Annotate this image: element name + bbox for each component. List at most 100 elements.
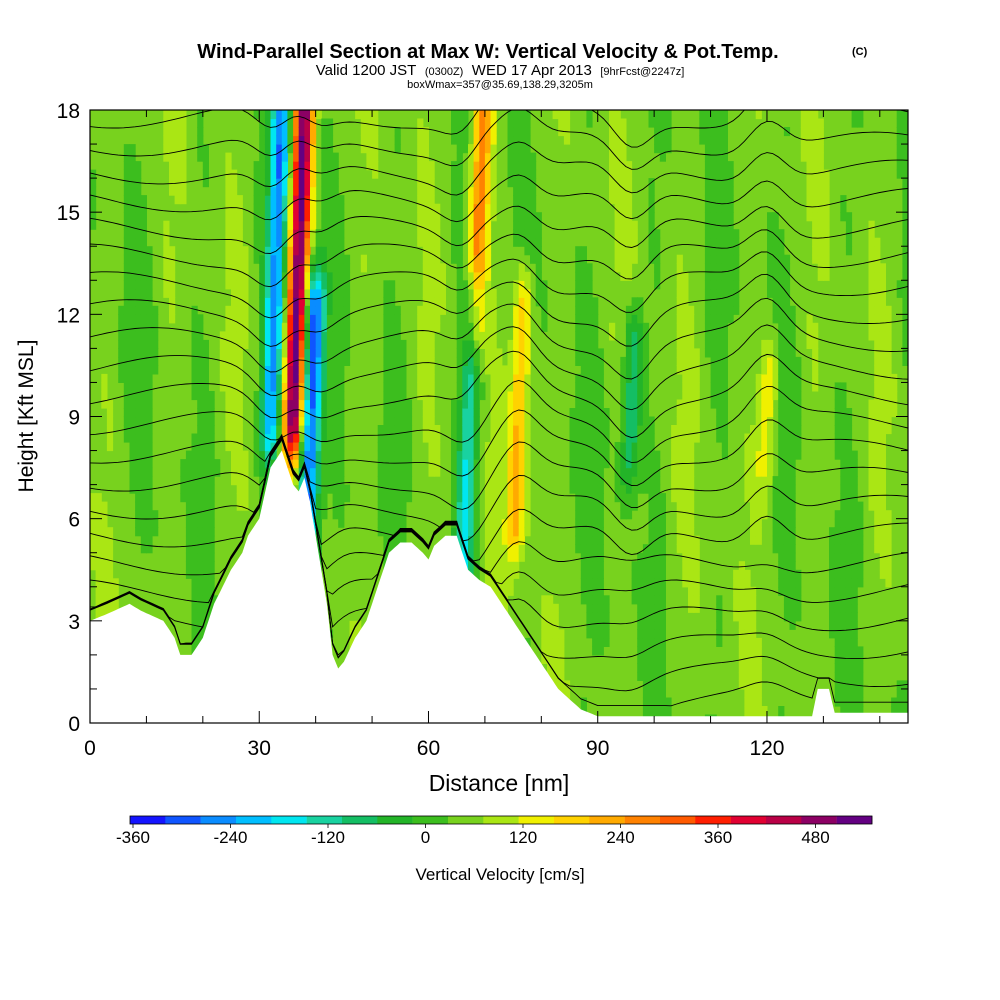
velocity-cell: [891, 706, 898, 716]
velocity-cell: [671, 450, 678, 460]
velocity-cell: [428, 373, 435, 383]
velocity-cell: [338, 297, 345, 307]
velocity-cell: [806, 118, 813, 128]
velocity-cell: [242, 271, 249, 281]
velocity-cell: [281, 416, 288, 426]
velocity-cell: [597, 399, 604, 409]
velocity-cell: [123, 297, 130, 307]
velocity-cell: [270, 280, 277, 290]
velocity-cell: [219, 382, 226, 392]
velocity-cell: [326, 484, 334, 494]
velocity-cell: [845, 544, 853, 554]
isentrope-line: [90, 409, 908, 486]
velocity-cell: [851, 484, 858, 494]
velocity-cell: [394, 442, 401, 452]
velocity-cell: [394, 425, 401, 435]
velocity-cell: [270, 348, 277, 358]
velocity-cell: [845, 220, 853, 230]
velocity-cell: [524, 322, 531, 332]
velocity-cell: [321, 178, 328, 188]
velocity-cell: [558, 118, 565, 128]
velocity-cell: [659, 118, 666, 128]
velocity-cell: [298, 297, 305, 307]
velocity-cell: [95, 510, 102, 520]
velocity-cell: [592, 493, 599, 503]
velocity-cell: [885, 399, 892, 409]
velocity-cell: [501, 476, 508, 486]
velocity-cell: [90, 501, 97, 511]
velocity-cell: [902, 178, 908, 188]
velocity-cell: [321, 288, 328, 298]
velocity-cell: [140, 399, 147, 409]
velocity-cell: [101, 544, 108, 554]
velocity-cell: [755, 671, 762, 681]
velocity-cell: [845, 680, 853, 690]
velocity-cell: [783, 356, 791, 366]
velocity-cell: [767, 348, 774, 358]
velocity-cell: [631, 391, 638, 401]
velocity-cell: [174, 186, 181, 196]
velocity-cell: [676, 442, 683, 452]
velocity-cell: [642, 373, 650, 383]
velocity-cell: [874, 425, 881, 435]
velocity-cell: [829, 527, 836, 537]
velocity-cell: [654, 629, 661, 639]
velocity-cell: [95, 595, 102, 605]
colorbar-tick-label: 240: [606, 828, 634, 847]
velocity-cell: [326, 186, 334, 196]
velocity-cell: [231, 373, 238, 383]
velocity-cell: [710, 297, 717, 307]
velocity-cell: [479, 254, 486, 264]
velocity-cell: [586, 280, 593, 290]
velocity-cell: [682, 271, 689, 281]
velocity-cell: [654, 612, 661, 622]
velocity-cell: [902, 135, 908, 145]
velocity-cell: [868, 246, 875, 256]
velocity-cell: [851, 688, 858, 698]
velocity-cell: [524, 152, 531, 162]
velocity-cell: [326, 203, 334, 213]
velocity-cell: [744, 620, 751, 630]
velocity-cell: [332, 450, 339, 460]
velocity-cell: [129, 178, 136, 188]
velocity-cell: [231, 365, 238, 375]
velocity-cell: [293, 169, 300, 179]
velocity-cell: [761, 408, 768, 418]
velocity-cell: [693, 433, 700, 443]
velocity-cell: [140, 288, 147, 298]
velocity-cell: [326, 373, 334, 383]
velocity-cell: [535, 288, 542, 298]
velocity-cell: [270, 322, 277, 332]
velocity-cell: [879, 510, 886, 520]
velocity-cell: [146, 459, 153, 469]
velocity-cell: [704, 178, 712, 188]
velocity-cell: [642, 365, 650, 375]
velocity-cell: [298, 229, 305, 239]
velocity-cell: [394, 416, 401, 426]
velocity-cell: [721, 433, 728, 443]
velocity-cell: [304, 442, 311, 452]
velocity-cell: [518, 501, 525, 511]
velocity-cell: [315, 484, 322, 494]
velocity-cell: [174, 161, 181, 171]
velocity-cell: [202, 450, 209, 460]
velocity-cell: [315, 382, 322, 392]
velocity-cell: [394, 493, 401, 503]
velocity-cell: [253, 161, 260, 171]
velocity-cell: [394, 365, 401, 375]
velocity-cell: [733, 237, 740, 247]
velocity-cell: [473, 373, 480, 383]
velocity-cell: [530, 220, 537, 230]
velocity-cell: [428, 186, 435, 196]
velocity-cell: [868, 416, 875, 426]
velocity-cell: [242, 450, 249, 460]
velocity-cell: [902, 246, 908, 256]
velocity-cell: [823, 229, 830, 239]
velocity-cell: [654, 280, 661, 290]
velocity-cell: [642, 637, 650, 647]
velocity-cell: [490, 416, 497, 426]
velocity-cell: [496, 595, 503, 605]
velocity-cell: [332, 220, 339, 230]
velocity-cell: [868, 322, 875, 332]
velocity-cell: [123, 365, 130, 375]
